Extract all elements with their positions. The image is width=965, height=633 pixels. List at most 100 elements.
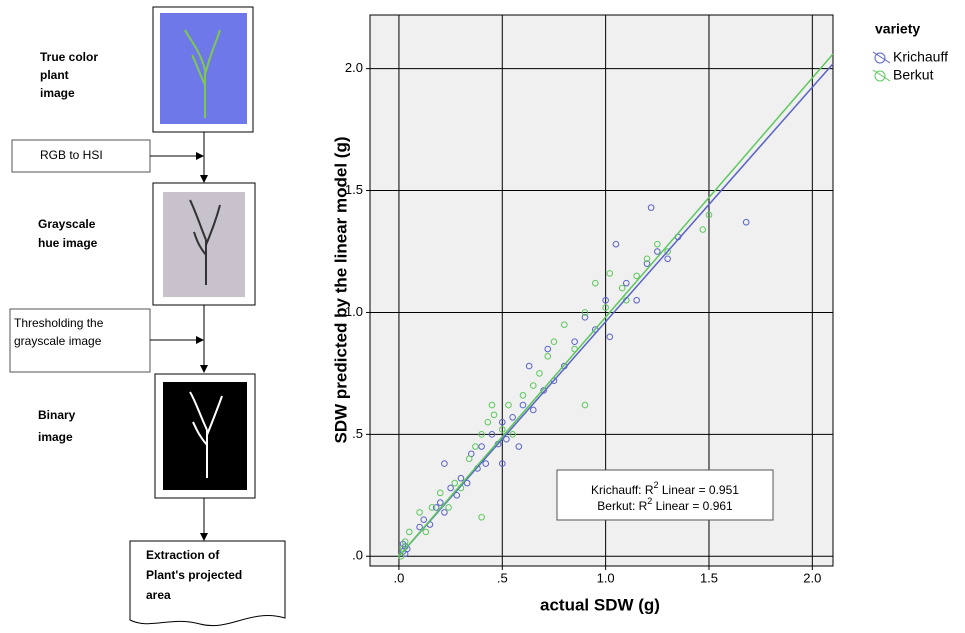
legend-marker (874, 52, 886, 64)
annotation-sup: 2 (654, 480, 659, 490)
point (544, 345, 552, 353)
legend-marker-line (872, 51, 891, 64)
legend-marker (874, 70, 886, 82)
x-tick-label: 2.0 (803, 570, 821, 585)
point (529, 382, 537, 389)
point (498, 460, 506, 467)
point (465, 455, 473, 463)
point (581, 314, 589, 321)
x-axis-label: actual SDW (g) (540, 595, 660, 614)
point (445, 504, 452, 511)
x-tick-label: .0 (394, 570, 405, 585)
true-color-image (160, 13, 247, 124)
y-tick-label: 2.0 (345, 60, 363, 75)
x-tick-label: 1.5 (700, 570, 718, 585)
point (515, 443, 523, 450)
point (441, 509, 448, 516)
point (525, 362, 533, 370)
point (428, 504, 436, 511)
point (560, 321, 568, 328)
binary-image (163, 382, 247, 490)
process-label: RGB to HSI (40, 148, 103, 162)
output-label: Plant's projected (146, 568, 242, 582)
point (536, 370, 543, 377)
point (420, 516, 428, 523)
point (519, 392, 527, 399)
point (505, 401, 512, 409)
output-label: area (146, 588, 171, 602)
step-label: Binary (38, 408, 76, 422)
plant (189, 391, 223, 478)
x-tick-label: 1.0 (597, 570, 615, 585)
legend-label: Berkut (893, 67, 934, 83)
step-label: image (38, 430, 73, 444)
point (581, 401, 589, 409)
annotation-box (556, 469, 774, 521)
annotation-text: Linear = 0.961 (652, 499, 733, 513)
point (472, 443, 479, 450)
legend-title: variety (875, 21, 920, 37)
y-tick-label: .0 (352, 548, 363, 563)
point (488, 431, 496, 438)
output-label: Extraction of (146, 548, 220, 562)
point (503, 435, 510, 443)
point (482, 460, 490, 467)
point (519, 401, 527, 409)
point (509, 413, 516, 421)
annotation-sup: 2 (647, 496, 652, 506)
legend-marker-line (872, 69, 891, 82)
point (451, 479, 459, 487)
point (484, 418, 492, 426)
point (664, 248, 671, 255)
legend-label: Krichauff (893, 49, 948, 65)
point (453, 491, 461, 499)
point (422, 528, 430, 536)
point (633, 296, 640, 304)
step-label: image (40, 86, 75, 100)
point (436, 499, 444, 506)
point (654, 248, 661, 255)
annotation-text: Krichauff: R (591, 483, 654, 497)
point (612, 240, 620, 248)
fit-line (398, 53, 834, 557)
process-label: grayscale image (14, 334, 102, 348)
step-label: hue image (38, 236, 98, 250)
point (664, 255, 671, 263)
point (540, 387, 547, 394)
point (490, 411, 498, 419)
point (488, 401, 496, 409)
point (405, 528, 413, 536)
step-label: Grayscale (38, 217, 96, 231)
step-label: True color (40, 50, 98, 64)
point (401, 538, 409, 545)
point (618, 284, 626, 292)
y-tick-label: 1.5 (345, 182, 363, 197)
point (441, 460, 448, 467)
point (436, 489, 444, 497)
point (581, 309, 589, 316)
step-label: plant (40, 68, 69, 82)
point (478, 431, 485, 438)
flowchart: True color plant image RGB to HSI Graysc… (9, 6, 286, 627)
plant (189, 199, 221, 285)
point (498, 418, 506, 426)
point (633, 272, 640, 280)
x-tick-label: .5 (497, 570, 508, 585)
point (602, 304, 609, 311)
annotation: Krichauff: R2 Linear = 0.951 (591, 480, 739, 497)
point (571, 338, 578, 345)
point (509, 431, 516, 438)
point (498, 426, 506, 433)
point (529, 406, 537, 414)
document-shape (129, 540, 286, 627)
point (705, 211, 713, 219)
point (478, 513, 485, 521)
point (699, 226, 707, 233)
process-box (9, 308, 151, 373)
point (606, 333, 614, 341)
point (457, 474, 465, 482)
point (447, 484, 454, 492)
point (742, 218, 750, 226)
point (654, 240, 661, 248)
